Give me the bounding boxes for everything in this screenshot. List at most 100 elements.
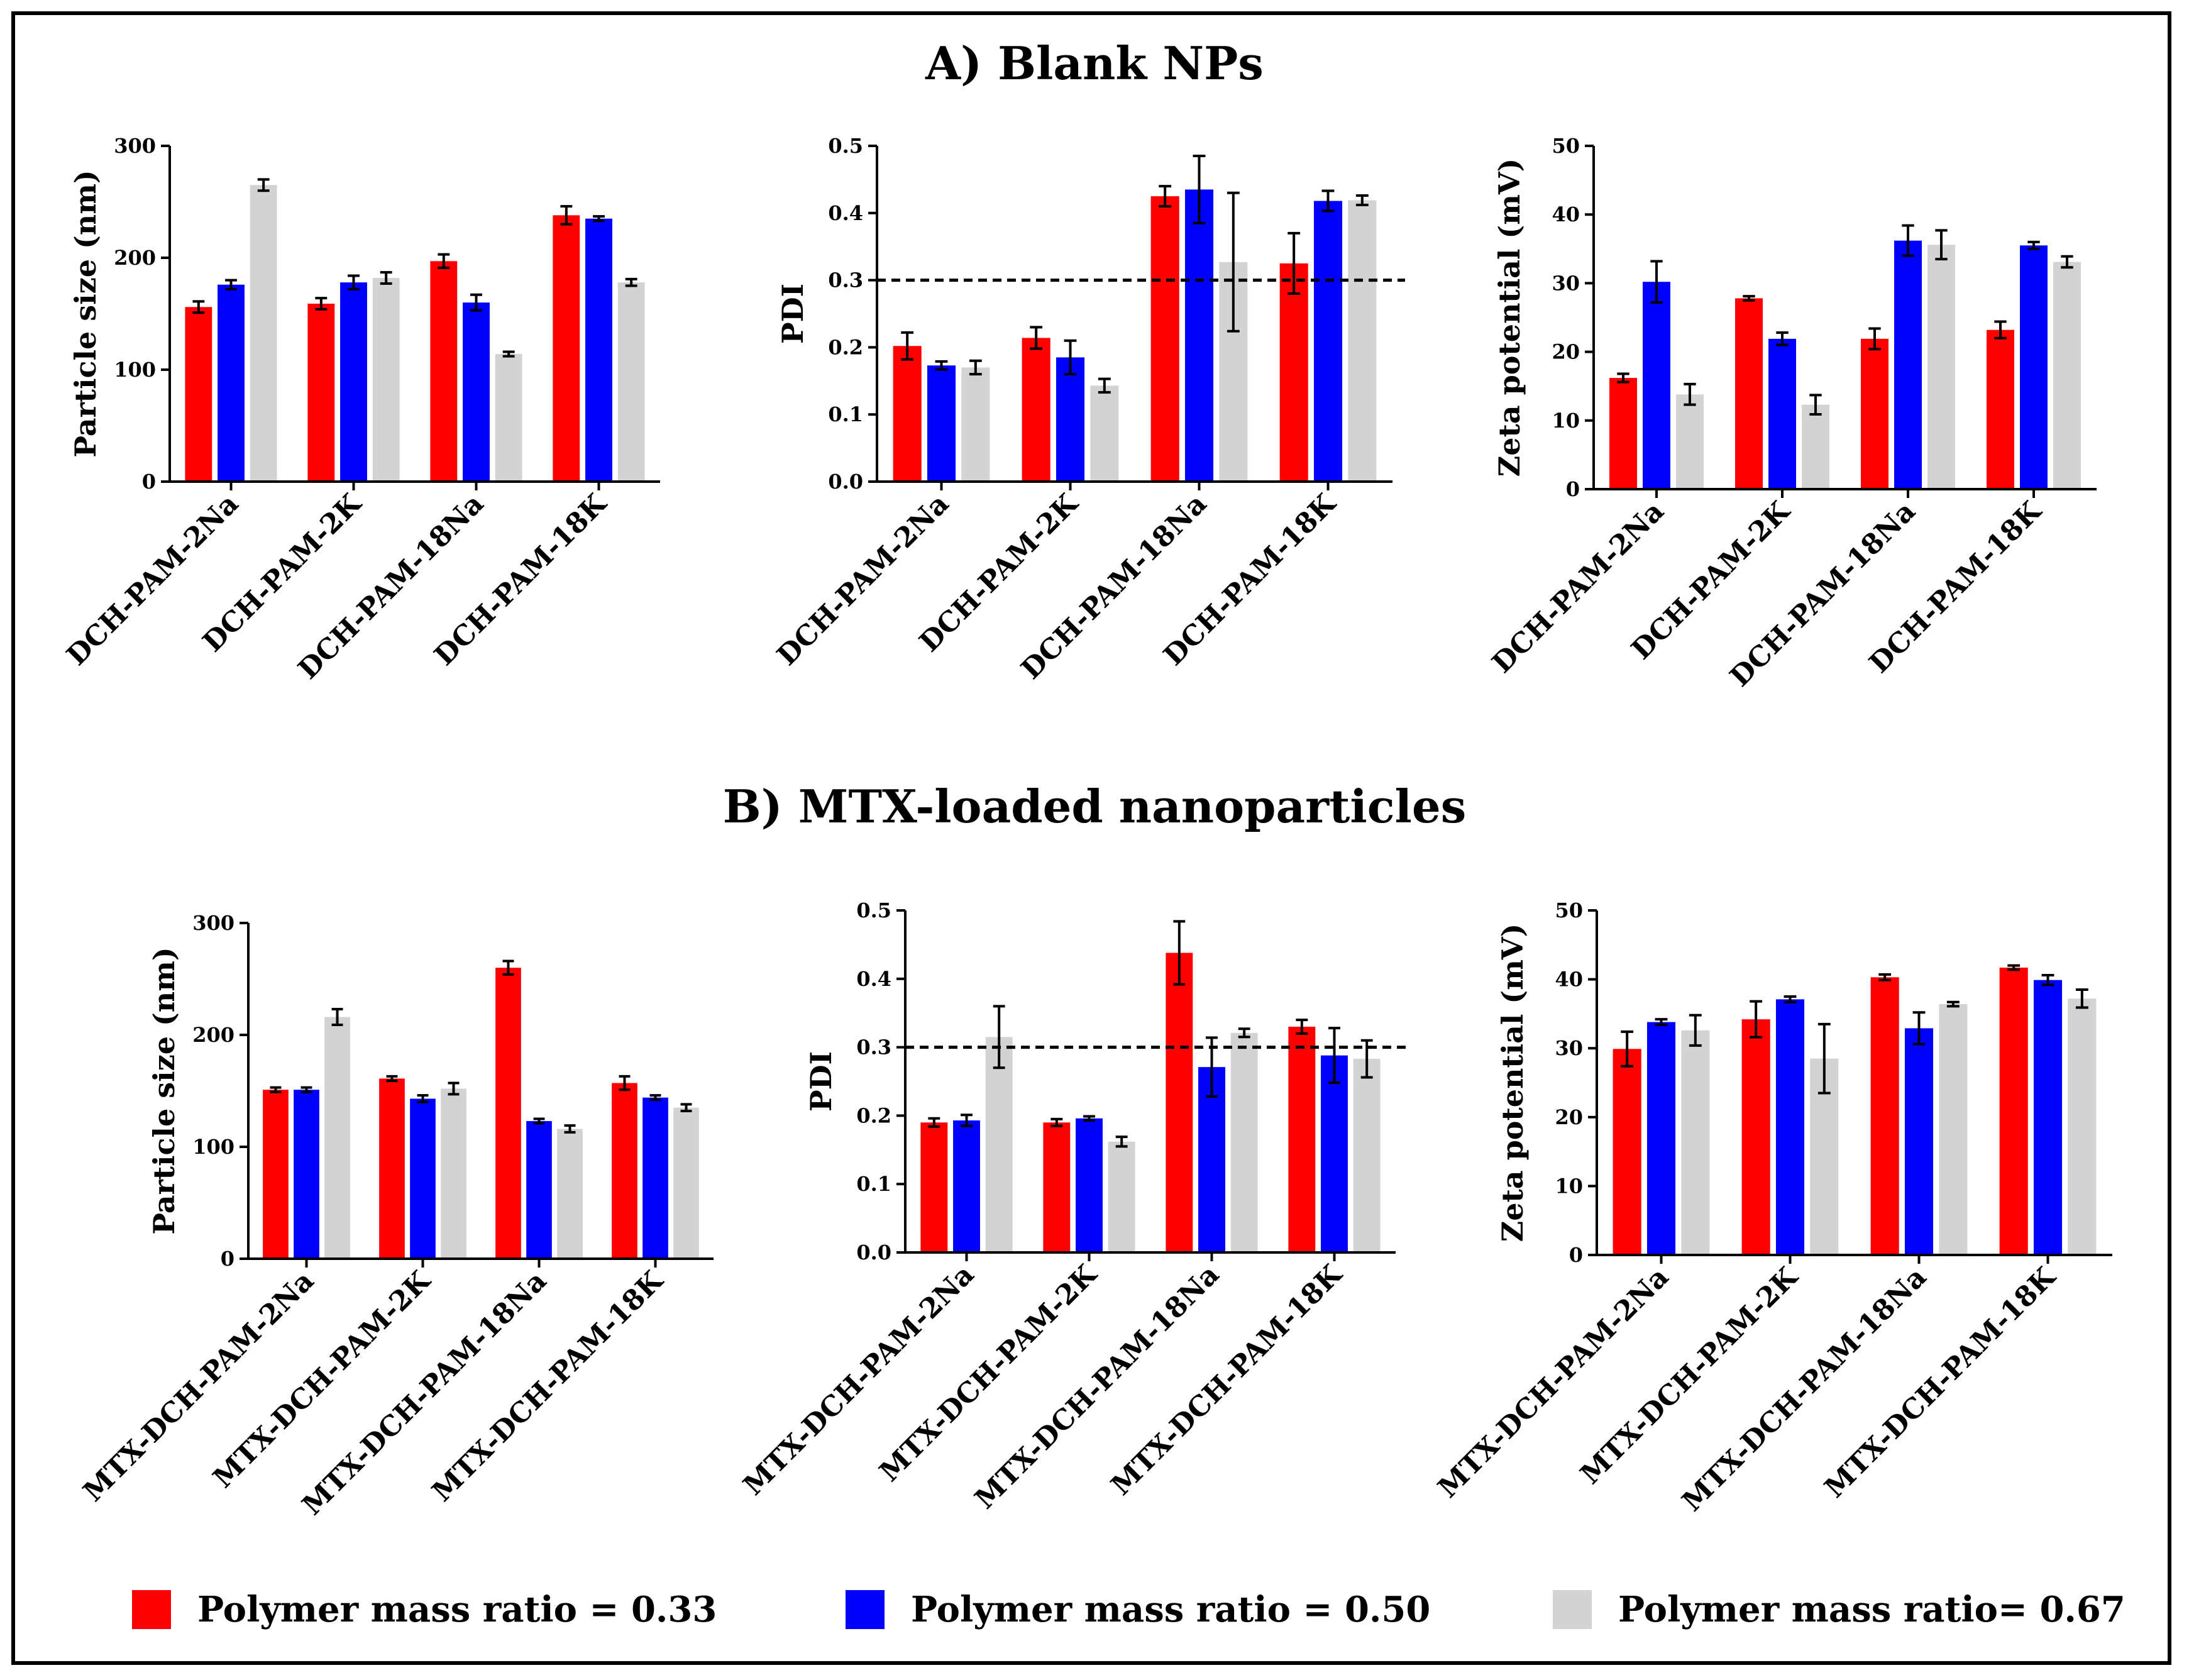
bar-loaded-size-s1-c1 (410, 1098, 436, 1259)
bar-blank-zeta-s0-c2 (1861, 338, 1888, 489)
bar-loaded-zeta-s0-c2 (1870, 977, 1899, 1255)
error-bar-blank-zeta-s2-c0 (1684, 382, 1696, 406)
y-tick-label-loaded-size-2: 200 (192, 1023, 234, 1047)
error-bar-blank-zeta-s1-c2 (1902, 224, 1914, 257)
error-bar-loaded-zeta-s2-c3 (2075, 988, 2088, 1009)
y-tick-label-loaded-size-1: 100 (192, 1135, 234, 1159)
error-bar-loaded-pdi-s0-c3 (1296, 1019, 1308, 1035)
bar-blank-zeta-s1-c0 (1643, 282, 1670, 489)
x-category-label-loaded-zeta-3: MTX-DCH-PAM-18K (1819, 1260, 2063, 1504)
bar-loaded-size-s1-c0 (294, 1090, 319, 1259)
bar-loaded-pdi-s2-c3 (1353, 1059, 1381, 1252)
y-tick-label-blank-pdi-1: 0.1 (828, 402, 863, 426)
y-tick-label-blank-zeta-4: 40 (1552, 202, 1580, 226)
y-axis-label-loaded-pdi: PDI (804, 1051, 838, 1112)
error-bar-loaded-pdi-s1-c1 (1083, 1115, 1095, 1122)
error-bar-blank-zeta-s1-c0 (1650, 260, 1663, 304)
error-bar-blank-pdi-s0-c0 (901, 331, 914, 361)
error-bar-blank-pdi-s1-c2 (1193, 155, 1206, 224)
error-bar-loaded-zeta-s1-c0 (1655, 1018, 1668, 1026)
error-bar-loaded-zeta-s1-c2 (1912, 1011, 1926, 1046)
bar-blank-pdi-s1-c0 (927, 365, 956, 482)
x-category-label-loaded-size-0: MTX-DCH-PAM-2Na (77, 1265, 321, 1508)
x-category-label-loaded-zeta-2: MTX-DCH-PAM-18Na (1676, 1261, 1933, 1518)
error-bar-blank-zeta-s2-c1 (1809, 394, 1822, 416)
bar-loaded-pdi-s1-c3 (1321, 1055, 1348, 1252)
y-tick-label-loaded-zeta-4: 40 (1555, 968, 1583, 992)
bar-loaded-size-s2-c1 (441, 1088, 466, 1259)
bar-loaded-zeta-s0-c0 (1613, 1049, 1641, 1255)
chart-loaded-particle-size: 0 100 200 300 MTX-DCH-PAM-2NaMTX-DCH-PAM-2KM… (77, 911, 714, 1522)
bar-loaded-pdi-s2-c1 (1108, 1141, 1135, 1252)
bar-loaded-zeta-s1-c2 (1904, 1028, 1934, 1255)
bar-blank-size-s0-c1 (307, 303, 335, 482)
legend-item-ratio-033: Polymer mass ratio = 0.33 (132, 1584, 717, 1635)
bar-loaded-pdi-s0-c3 (1288, 1026, 1316, 1252)
error-bar-blank-zeta-s0-c2 (1868, 327, 1881, 351)
legend-label-ratio-050: Polymer mass ratio = 0.50 (911, 1589, 1431, 1630)
bar-blank-pdi-s0-c1 (1022, 338, 1050, 482)
error-bar-loaded-size-s0-c0 (270, 1086, 282, 1093)
x-category-label-loaded-pdi-1: MTX-DCH-PAM-2K (873, 1257, 1103, 1488)
error-bar-blank-size-s1-c0 (225, 279, 237, 290)
legend-swatch-grey (1553, 1590, 1592, 1629)
y-tick-label-blank-pdi-4: 0.4 (828, 201, 863, 225)
error-bar-loaded-zeta-s2-c1 (1817, 1022, 1831, 1095)
error-bar-blank-pdi-s1-c1 (1064, 339, 1077, 376)
error-bar-blank-zeta-s0-c1 (1743, 295, 1755, 302)
bar-blank-pdi-s1-c3 (1313, 201, 1343, 482)
bar-blank-size-s2-c3 (617, 282, 645, 482)
bar-blank-pdi-s1-c2 (1184, 189, 1214, 482)
bar-blank-size-s2-c2 (495, 354, 522, 482)
bar-loaded-size-s2-c3 (673, 1107, 699, 1259)
chart-loaded-pdi: 0.00.10.20.30.40.5MTX-DCH-PAM-2NaMTX-DCH… (737, 898, 1408, 1515)
error-bar-blank-pdi-s1-c3 (1321, 189, 1335, 213)
y-tick-label-blank-size-1: 100 (114, 358, 156, 382)
error-bar-loaded-pdi-s0-c1 (1050, 1117, 1063, 1127)
y-tick-label-loaded-zeta-1: 10 (1555, 1174, 1583, 1198)
error-bar-loaded-pdi-s2-c0 (993, 1005, 1005, 1069)
error-bar-blank-size-s1-c2 (470, 293, 482, 312)
y-tick-label-loaded-pdi-2: 0.2 (856, 1103, 891, 1127)
bar-loaded-size-s0-c3 (612, 1083, 637, 1259)
bar-blank-zeta-s2-c2 (1927, 245, 1955, 489)
error-bar-blank-size-s1-c3 (593, 215, 605, 223)
bar-loaded-zeta-s2-c3 (2068, 998, 2097, 1255)
bar-blank-zeta-s0-c3 (1987, 329, 2014, 489)
bar-loaded-pdi-s1-c0 (953, 1120, 980, 1252)
y-tick-label-loaded-pdi-5: 0.5 (856, 898, 891, 922)
error-bar-blank-zeta-s1-c1 (1776, 331, 1789, 346)
y-tick-label-blank-size-2: 200 (114, 246, 156, 270)
y-tick-label-loaded-pdi-3: 0.3 (856, 1036, 891, 1059)
y-tick-label-loaded-zeta-5: 50 (1555, 898, 1583, 922)
bar-loaded-zeta-s2-c2 (1939, 1004, 1968, 1255)
legend-swatch-red (132, 1590, 171, 1629)
bar-loaded-pdi-s1-c1 (1076, 1118, 1103, 1252)
error-bar-loaded-zeta-s2-c0 (1689, 1014, 1702, 1047)
error-bar-blank-pdi-s1-c0 (935, 360, 948, 371)
bar-blank-size-s1-c0 (218, 284, 245, 482)
y-axis-label-blank-pdi: PDI (776, 284, 810, 344)
y-tick-label-blank-zeta-2: 20 (1552, 340, 1580, 364)
y-tick-label-loaded-zeta-0: 0 (1569, 1243, 1583, 1267)
bar-blank-zeta-s2-c3 (2053, 262, 2081, 489)
bar-loaded-size-s0-c2 (495, 968, 521, 1259)
error-bar-loaded-size-s0-c1 (386, 1075, 398, 1082)
chart-blank-pdi: 0.00.10.20.30.40.5DCH-PAM-2NaDCH-PAM-2KD… (771, 134, 1405, 685)
y-tick-label-loaded-pdi-1: 0.1 (856, 1172, 891, 1196)
error-bar-loaded-pdi-s2-c1 (1115, 1136, 1128, 1148)
error-bar-blank-pdi-s2-c0 (969, 359, 982, 376)
x-category-label-loaded-pdi-3: MTX-DCH-PAM-18K (1105, 1257, 1349, 1501)
bar-blank-zeta-s1-c2 (1894, 240, 1922, 489)
error-bar-loaded-pdi-s2-c2 (1238, 1027, 1250, 1039)
chart-loaded-zeta-potential: 01020304050MTX-DCH-PAM-2NaMTX-DCH-PAM-2K… (1432, 898, 2112, 1518)
y-tick-label-loaded-zeta-3: 30 (1555, 1036, 1583, 1060)
y-tick-label-blank-pdi-2: 0.2 (828, 335, 863, 359)
bar-loaded-zeta-s1-c3 (2033, 980, 2063, 1255)
y-tick-label-loaded-size-3: 300 (192, 911, 234, 935)
x-category-label-loaded-size-1: MTX-DCH-PAM-2K (207, 1264, 437, 1494)
bar-blank-size-s0-c2 (430, 261, 458, 482)
section-title-loaded: B) MTX-loaded nanoparticles (722, 780, 1467, 833)
bar-loaded-size-s1-c2 (526, 1121, 552, 1259)
chart-blank-zeta-potential: 01020304050DCH-PAM-2NaDCH-PAM-2KDCH-PAM-… (1486, 134, 2097, 693)
